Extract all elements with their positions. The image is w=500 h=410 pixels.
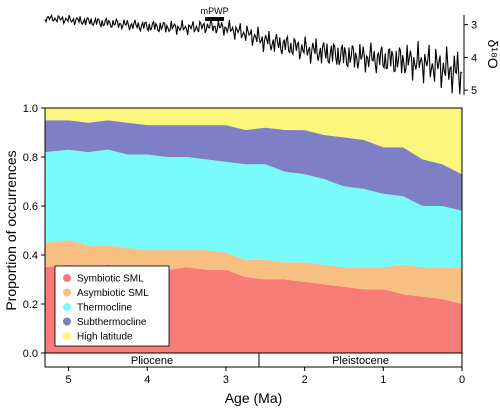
legend-swatch [63,288,71,297]
x-axis: 5 4 3 2 1 0 Age (Ma) [66,367,465,406]
legend-swatch [63,332,71,340]
x-tick-label: 0 [459,374,465,386]
y-tick-label: 0.6 [23,201,38,213]
legend-label: Symbiotic SML [77,274,144,285]
epoch-label: Pliocene [131,355,173,367]
d18o-axis-title: δ¹⁸O [485,40,500,69]
x-tick-label: 5 [66,374,72,386]
area-series-3 [45,120,462,211]
y-tick-label: 0.4 [23,250,38,262]
legend-label: Asymbiotic SML [77,288,149,299]
legend: Symbiotic SML Asymbiotic SML Thermocline Su… [54,265,170,347]
y-tick-label: 0.8 [23,152,38,164]
x-axis-title: Age (Ma) [225,390,283,406]
mpwp-label: mPWP [201,6,229,16]
area-series-4 [45,108,462,175]
legend-swatch [63,274,71,282]
legend-label: Subthermocline [77,317,147,328]
legend-label: High latitude [77,332,133,343]
d18o-tick-label: 4 [471,52,477,64]
y-axis: 0.0 0.2 0.4 0.6 0.8 1.0 Proportion of occurren… [3,103,45,360]
x-tick-label: 1 [380,374,386,386]
y-tick-label: 0.2 [23,299,38,311]
y-tick-label: 0.0 [23,348,38,360]
d18o-tick-label: 3 [471,20,477,32]
x-tick-label: 4 [144,374,150,386]
epoch-label: Pleistocene [332,355,389,367]
legend-label: Thermocline [77,303,132,314]
area-series-2 [45,149,462,268]
x-tick-label: 2 [302,374,308,386]
legend-swatch [63,303,71,311]
d18o-curve [44,13,463,95]
d18o-panel: 3 4 5 δ¹⁸O mPWP [44,6,500,97]
legend-swatch [63,317,71,326]
area-series-1 [45,240,462,304]
y-axis-title: Proportion of occurrences [3,150,19,310]
mpwp-bar [205,17,224,21]
epoch-bar-border [44,352,463,368]
x-tick-label: 3 [223,374,229,386]
y-tick-label: 1.0 [23,103,38,115]
d18o-tick-label: 5 [471,85,477,97]
epoch-bar: Pliocene Pleistocene [44,352,463,368]
legend-box [54,265,170,347]
